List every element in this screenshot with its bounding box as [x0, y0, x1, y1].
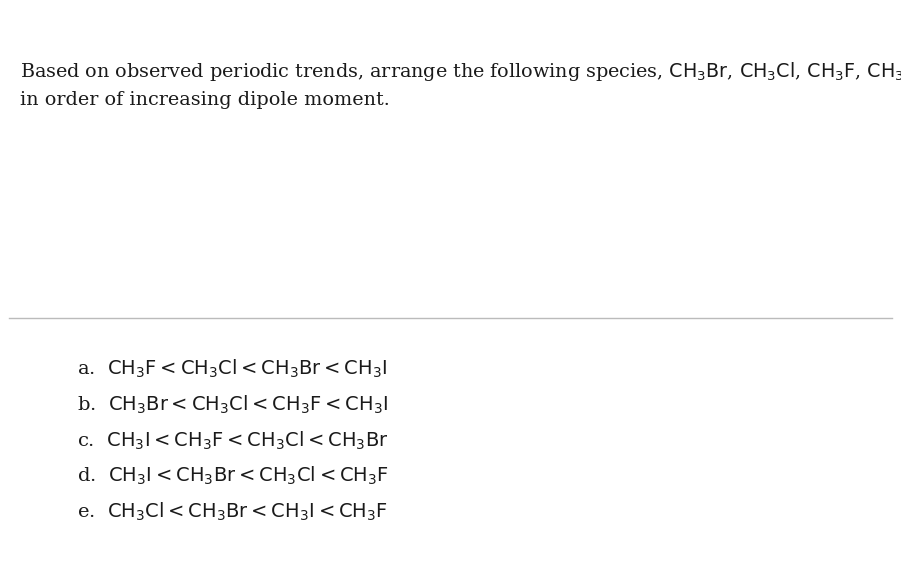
Text: Based on observed periodic trends, arrange the following species, $\mathrm{CH_3B: Based on observed periodic trends, arran… — [20, 60, 901, 82]
Text: e.  $\mathrm{CH_3Cl < CH_3Br < CH_3I < CH_3F}$: e. $\mathrm{CH_3Cl < CH_3Br < CH_3I < CH… — [77, 501, 387, 523]
Text: c.  $\mathrm{CH_3I < CH_3F < CH_3Cl < CH_3Br}$: c. $\mathrm{CH_3I < CH_3F < CH_3Cl < CH_… — [77, 429, 388, 452]
Text: in order of increasing dipole moment.: in order of increasing dipole moment. — [20, 91, 389, 109]
Text: b.  $\mathrm{CH_3Br < CH_3Cl < CH_3F < CH_3I}$: b. $\mathrm{CH_3Br < CH_3Cl < CH_3F < CH… — [77, 394, 387, 416]
Text: d.  $\mathrm{CH_3I < CH_3Br < CH_3Cl < CH_3F}$: d. $\mathrm{CH_3I < CH_3Br < CH_3Cl < CH… — [77, 465, 388, 487]
Text: a.  $\mathrm{CH_3F < CH_3Cl < CH_3Br < CH_3I}$: a. $\mathrm{CH_3F < CH_3Cl < CH_3Br < CH… — [77, 358, 387, 380]
